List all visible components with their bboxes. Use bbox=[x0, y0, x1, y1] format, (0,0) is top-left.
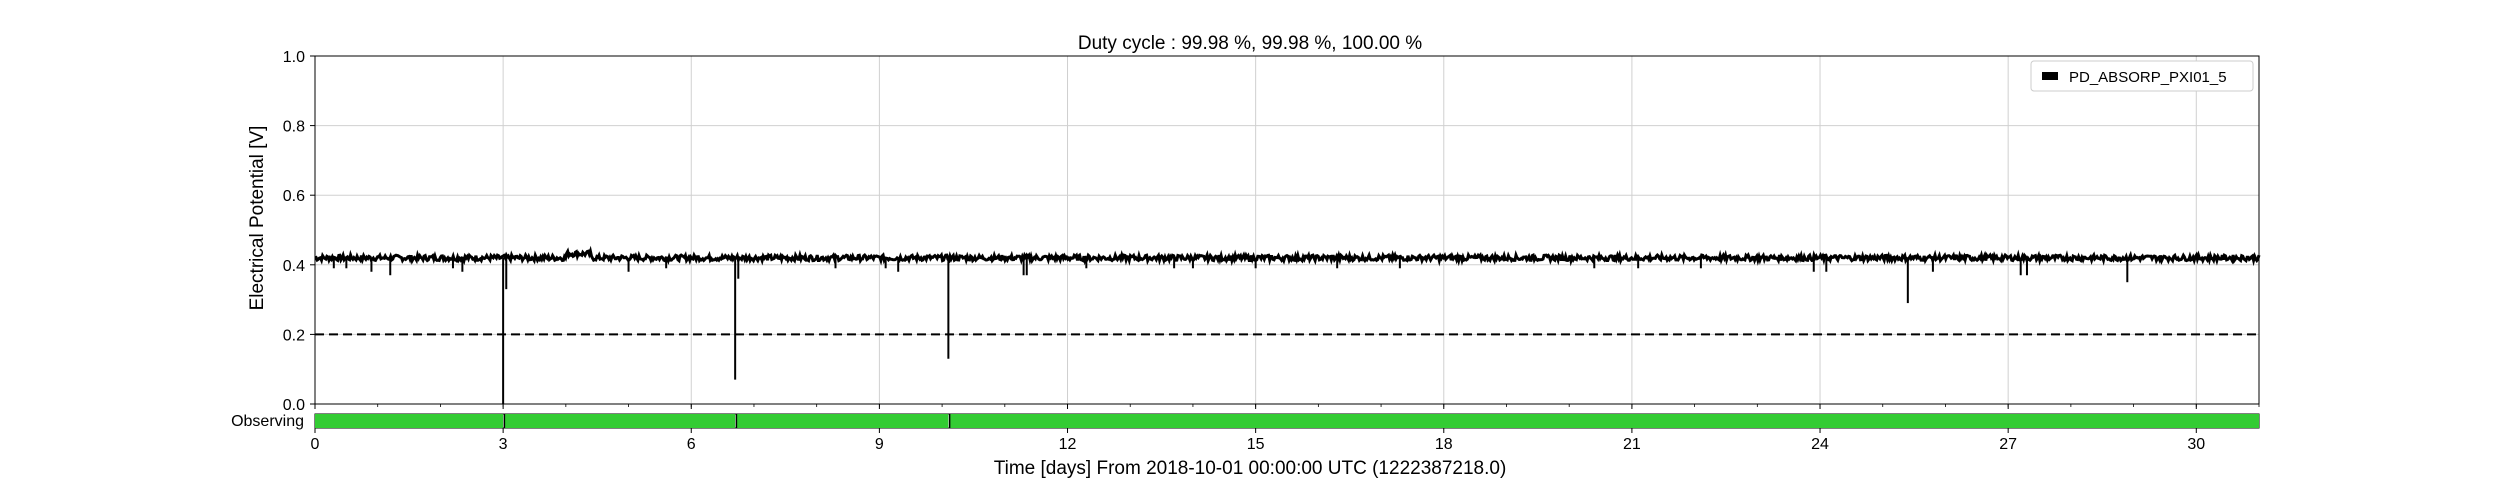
observing-segment-bar bbox=[314, 413, 2260, 429]
x-tick-label: 27 bbox=[1999, 436, 2017, 453]
series-line bbox=[314, 245, 2261, 267]
plot-frame bbox=[314, 55, 2260, 405]
x-tick-label: 24 bbox=[1811, 436, 1829, 453]
chart-title: Duty cycle : 99.98 %, 99.98 %, 100.00 % bbox=[1078, 33, 1422, 54]
legend-frame bbox=[2030, 60, 2254, 92]
segment-interval bbox=[949, 414, 2259, 428]
plot-area-border bbox=[314, 55, 2260, 405]
segment-interval bbox=[736, 414, 949, 428]
y-tick-label: 0.8 bbox=[283, 119, 305, 136]
x-tick-label: 3 bbox=[499, 436, 508, 453]
x-axis-label: Time [days] From 2018-10-01 00:00:00 UTC… bbox=[994, 458, 1507, 479]
legend-entry: PD_ABSORP_PXI01_5 bbox=[2069, 69, 2227, 86]
y-tick-label: 1.0 bbox=[283, 49, 305, 66]
x-tick-label: 9 bbox=[875, 436, 884, 453]
segment-interval bbox=[315, 414, 504, 428]
x-tick-label: 15 bbox=[1247, 436, 1265, 453]
x-tick-label: 21 bbox=[1623, 436, 1641, 453]
segment-label: Observing bbox=[231, 413, 304, 430]
x-tick-label: 0 bbox=[311, 436, 320, 453]
series-layer bbox=[314, 245, 2261, 404]
y-tick-label: 0.4 bbox=[283, 258, 305, 275]
x-tick-label: 18 bbox=[1435, 436, 1453, 453]
y-axis-label: Electrical Potential [V] bbox=[247, 126, 268, 311]
x-tick-label: 6 bbox=[687, 436, 696, 453]
y-tick-label: 0.0 bbox=[283, 397, 305, 414]
legend-swatch bbox=[2042, 72, 2058, 80]
legend: PD_ABSORP_PXI01_5 bbox=[2030, 60, 2254, 92]
x-tick-label: 30 bbox=[2187, 436, 2205, 453]
segment-interval bbox=[504, 414, 736, 428]
grid-lines bbox=[315, 56, 2259, 404]
x-tick-label: 12 bbox=[1059, 436, 1077, 453]
axis-ticks: 0 3 6 9 12 15 18 21 24 27 30 0.0 0.2 0.4 0.6 0.8 1.0 bbox=[283, 49, 2260, 453]
y-tick-label: 0.6 bbox=[283, 188, 305, 205]
y-tick-label: 0.2 bbox=[283, 327, 305, 344]
